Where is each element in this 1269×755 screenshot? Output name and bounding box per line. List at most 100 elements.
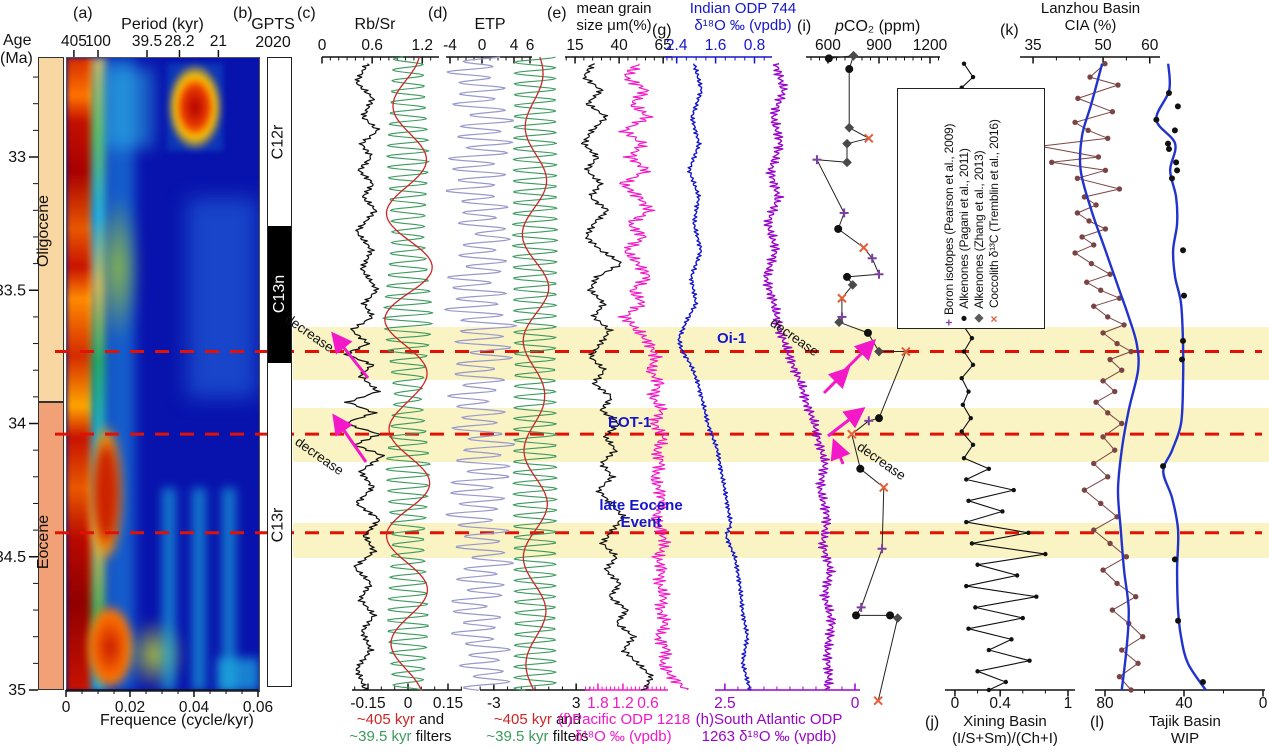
- gpts-column: [267, 57, 292, 687]
- heat-faint-cyan: [187, 198, 257, 398]
- panel-c-title: Rb/Sr: [354, 16, 396, 33]
- svg-text:15: 15: [566, 37, 583, 54]
- c-filter-395: ~39.5 kyr: [349, 727, 412, 745]
- pco2-legend: + Boron isotopes (Pearson et al., 2009) ●…: [897, 88, 1045, 329]
- d-filters-label: ~405 kyr and ~39.5 kyr filters: [486, 711, 589, 745]
- chron-c12r-label: C12r: [269, 124, 287, 160]
- panel-a-top-title: Period (kyr): [121, 16, 204, 33]
- heat-top-cyan: [103, 68, 153, 148]
- heat-cyan-band: [105, 58, 135, 691]
- legend-item-2: ◆ Alkenones (Zhang et al., 2013): [971, 150, 986, 326]
- event-eot1-label: EOT-1: [608, 414, 652, 431]
- panel-g-title: Indian ODP 744 δ¹⁸O ‰ (vpdb): [689, 0, 797, 34]
- panel-l-letter: (l): [1090, 714, 1105, 731]
- panel-f-title: (f)Pacific ODP 1218 δ¹⁸O ‰ (vpdb): [558, 711, 691, 745]
- chron-c13r-label: C13r: [269, 507, 287, 543]
- heat-405kyr-band: [67, 58, 93, 691]
- svg-text:34.5: 34.5: [0, 549, 26, 566]
- svg-text:50: 50: [1094, 37, 1112, 54]
- svg-text:600: 600: [815, 37, 841, 54]
- svg-text:0.4: 0.4: [989, 695, 1011, 712]
- svg-text:34: 34: [8, 416, 26, 433]
- svg-text:0.6: 0.6: [361, 37, 383, 54]
- panel-h-title: (h)South Atlantic ODP 1263 δ¹⁸O ‰ (vpdb): [695, 711, 843, 745]
- svg-text:0: 0: [1259, 695, 1268, 712]
- svg-text:0: 0: [951, 695, 960, 712]
- svg-text:-3: -3: [487, 695, 501, 712]
- legend-item-3: × Coccolith δ¹³C (Tremblin et al., 2016): [986, 119, 1001, 326]
- panel-d-letter: (d): [428, 5, 448, 22]
- panel-k-title: Lanzhou Basin CIA (%): [1040, 0, 1141, 34]
- chron-c13n-block: [268, 226, 291, 363]
- svg-text:40: 40: [610, 37, 628, 54]
- svg-text:100: 100: [85, 33, 111, 50]
- panel-j-letter: (j): [925, 714, 940, 731]
- svg-text:33.5: 33.5: [0, 282, 26, 299]
- panel-e-title: mean grain size μm(%): [576, 0, 652, 34]
- svg-text:900: 900: [866, 37, 892, 54]
- svg-text:1.2: 1.2: [412, 37, 434, 54]
- svg-text:65: 65: [655, 37, 672, 54]
- heat-corner-cyan: [217, 658, 259, 691]
- svg-text:-4: -4: [443, 37, 457, 54]
- svg-text:35: 35: [1024, 37, 1041, 54]
- svg-text:1200: 1200: [913, 37, 948, 54]
- svg-text:1.6: 1.6: [705, 37, 727, 54]
- svg-text:0: 0: [404, 695, 413, 712]
- c-filter-405: ~405 kyr: [356, 711, 415, 728]
- legend-item-1: ● Alkenones (Pagani et al., 2011): [956, 148, 971, 326]
- panel-b-letter: (b): [233, 5, 253, 22]
- legend-item-0: + Boron isotopes (Pearson et al., 2009): [941, 123, 956, 326]
- svg-text:2.5: 2.5: [714, 695, 736, 712]
- svg-text:3: 3: [572, 695, 581, 712]
- spectrogram-heatmap: [66, 57, 260, 692]
- epoch-oligocene: [38, 57, 64, 402]
- svg-text:21: 21: [210, 33, 227, 50]
- svg-text:0.02: 0.02: [115, 699, 145, 716]
- panel-c-letter: (c): [297, 5, 316, 22]
- panel-d-title: ETP: [474, 16, 506, 33]
- panel-a-bottom-title: Frequence (cycle/kyr): [100, 712, 254, 729]
- c-filters-label: ~405 kyr and ~39.5 kyr filters: [349, 711, 452, 745]
- age-label-2: (Ma): [0, 50, 33, 67]
- svg-text:39.5: 39.5: [132, 33, 162, 50]
- gpts-title-1: GPTS: [251, 16, 295, 33]
- svg-text:0.15: 0.15: [433, 695, 463, 712]
- event-late-eocene-label: late Eocene Event: [599, 497, 683, 531]
- svg-text:60: 60: [1141, 37, 1159, 54]
- svg-text:0.06: 0.06: [243, 699, 273, 716]
- svg-text:405: 405: [61, 33, 87, 50]
- svg-text:80: 80: [1096, 695, 1114, 712]
- age-label-1: Age: [3, 32, 32, 49]
- svg-text:0.04: 0.04: [179, 699, 210, 716]
- svg-text:0.6: 0.6: [637, 695, 659, 712]
- svg-text:0: 0: [478, 37, 487, 54]
- epoch-eocene: [38, 402, 64, 690]
- d-filter-395: ~39.5 kyr: [486, 727, 549, 745]
- heat-olig-green: [97, 193, 139, 343]
- svg-text:-0.15: -0.15: [350, 695, 385, 712]
- svg-text:1.8: 1.8: [587, 695, 609, 712]
- heat-mid-red-streak: [89, 423, 123, 563]
- svg-text:1: 1: [1064, 695, 1073, 712]
- chron-c13n-label: C13n: [271, 274, 289, 314]
- svg-text:35: 35: [8, 682, 26, 699]
- svg-text:40: 40: [1175, 695, 1193, 712]
- d-filter-405: ~405 kyr: [493, 711, 552, 728]
- panel-i-title: pCO₂ (ppm): [835, 18, 921, 35]
- svg-text:28.2: 28.2: [164, 33, 194, 50]
- svg-text:0: 0: [851, 695, 860, 712]
- epoch-eocene-label: Eocene: [35, 514, 53, 570]
- svg-text:2.4: 2.4: [666, 37, 688, 54]
- heat-28kyr-blob: [167, 63, 223, 151]
- svg-text:0: 0: [62, 699, 71, 716]
- svg-text:6: 6: [526, 37, 535, 54]
- heat-cyan-columns: [162, 488, 252, 691]
- event-oi1-label: Oi-1: [717, 330, 747, 347]
- panel-g-letter: (g): [652, 22, 672, 39]
- svg-text:4: 4: [510, 37, 519, 54]
- svg-text:0: 0: [318, 37, 327, 54]
- panel-k-letter: (k): [1000, 22, 1019, 39]
